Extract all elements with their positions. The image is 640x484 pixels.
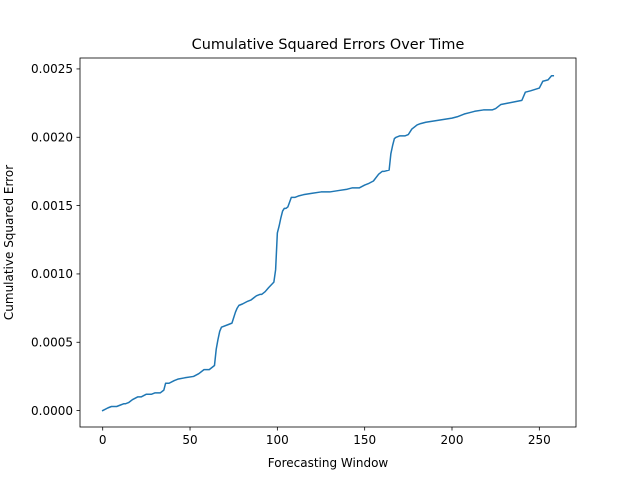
x-tick-label: 150 (353, 433, 376, 447)
y-tick-label: 0.0015 (31, 199, 73, 213)
axes-layer: 0 50 100 150 200 250 0.0000 0.0005 0.0010 0.0015 0… (31, 62, 551, 447)
x-tick-label: 0 (99, 433, 107, 447)
y-tick-label: 0.0010 (31, 267, 73, 281)
x-tick-label: 50 (182, 433, 197, 447)
y-tick-label: 0.0025 (31, 62, 73, 76)
plot-frame (79, 57, 577, 428)
x-axis-label: Forecasting Window (268, 456, 389, 470)
y-tick-label: 0.0020 (31, 131, 73, 145)
series-line (101, 75, 555, 412)
plot-data-layer (101, 75, 555, 412)
y-axis-label: Cumulative Squared Error (2, 165, 16, 320)
y-tick-label: 0.0005 (31, 336, 73, 350)
x-tick-label: 250 (528, 433, 551, 447)
chart-title: Cumulative Squared Errors Over Time (192, 37, 465, 53)
x-tick-label: 100 (266, 433, 289, 447)
y-tick-label: 0.0000 (31, 404, 73, 418)
x-tick-label: 200 (441, 433, 464, 447)
